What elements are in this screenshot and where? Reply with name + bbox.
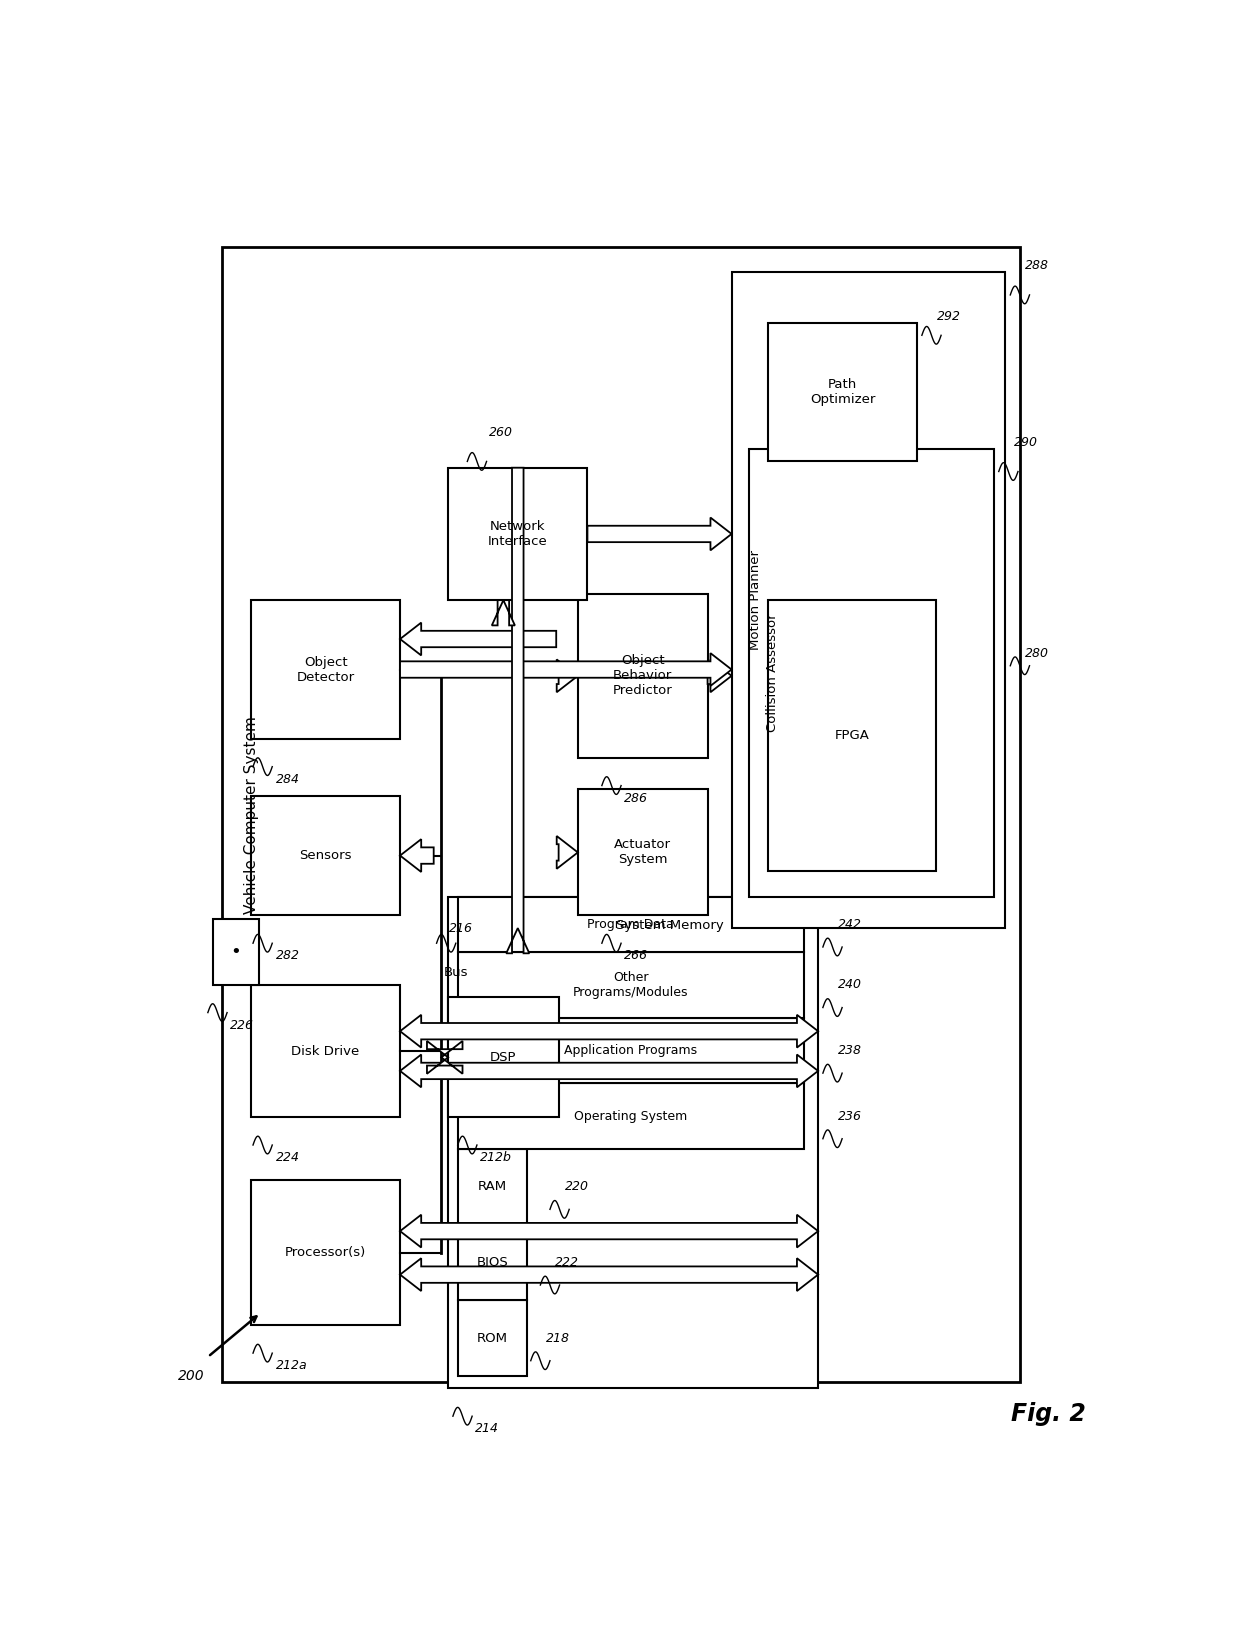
Polygon shape bbox=[708, 660, 732, 693]
Text: 238: 238 bbox=[838, 1043, 862, 1057]
FancyBboxPatch shape bbox=[250, 600, 401, 739]
FancyBboxPatch shape bbox=[250, 796, 401, 916]
Polygon shape bbox=[492, 600, 515, 626]
FancyBboxPatch shape bbox=[732, 272, 1006, 929]
Text: 286: 286 bbox=[624, 791, 647, 804]
FancyBboxPatch shape bbox=[768, 323, 918, 462]
Text: 266: 266 bbox=[624, 950, 647, 963]
Text: Application Programs: Application Programs bbox=[564, 1043, 697, 1057]
Polygon shape bbox=[506, 468, 529, 953]
FancyBboxPatch shape bbox=[458, 1301, 527, 1376]
Polygon shape bbox=[557, 835, 578, 868]
Text: •: • bbox=[231, 943, 241, 962]
Text: System Memory: System Memory bbox=[616, 919, 724, 932]
Text: Sensors: Sensors bbox=[299, 848, 352, 862]
Polygon shape bbox=[401, 1215, 818, 1248]
Text: 290: 290 bbox=[1013, 436, 1038, 449]
Text: 236: 236 bbox=[838, 1109, 862, 1122]
Text: 280: 280 bbox=[1025, 647, 1049, 660]
Text: Path
Optimizer: Path Optimizer bbox=[810, 378, 875, 406]
FancyBboxPatch shape bbox=[458, 1148, 527, 1225]
Text: BIOS: BIOS bbox=[476, 1256, 508, 1269]
Text: Other
Programs/Modules: Other Programs/Modules bbox=[573, 971, 688, 999]
Polygon shape bbox=[401, 1016, 818, 1048]
Polygon shape bbox=[401, 1055, 818, 1088]
Text: Processor(s): Processor(s) bbox=[285, 1247, 366, 1260]
Polygon shape bbox=[557, 660, 578, 693]
Text: Fig. 2: Fig. 2 bbox=[1012, 1402, 1086, 1425]
FancyBboxPatch shape bbox=[458, 1083, 804, 1148]
Polygon shape bbox=[427, 1042, 463, 1075]
Text: 226: 226 bbox=[229, 1019, 253, 1032]
Text: 282: 282 bbox=[275, 950, 300, 963]
Text: ROM: ROM bbox=[477, 1332, 508, 1345]
Text: 288: 288 bbox=[1025, 259, 1049, 272]
Text: 212b: 212b bbox=[480, 1152, 512, 1165]
FancyBboxPatch shape bbox=[448, 998, 558, 1117]
FancyBboxPatch shape bbox=[250, 1181, 401, 1325]
Polygon shape bbox=[401, 654, 732, 686]
Text: 216: 216 bbox=[449, 922, 472, 935]
Text: Actuator
System: Actuator System bbox=[614, 839, 671, 867]
Text: 224: 224 bbox=[275, 1152, 300, 1165]
Text: DSP: DSP bbox=[490, 1052, 517, 1063]
Text: 214: 214 bbox=[475, 1422, 498, 1435]
Text: 292: 292 bbox=[936, 310, 961, 323]
Text: Disk Drive: Disk Drive bbox=[291, 1045, 360, 1058]
Text: Vehicle Computer System: Vehicle Computer System bbox=[243, 716, 259, 914]
Text: 260: 260 bbox=[489, 426, 513, 439]
FancyBboxPatch shape bbox=[458, 896, 804, 952]
Text: Program Data: Program Data bbox=[588, 917, 675, 930]
FancyBboxPatch shape bbox=[749, 449, 994, 896]
Text: 242: 242 bbox=[838, 917, 862, 930]
FancyBboxPatch shape bbox=[448, 896, 818, 1389]
Text: Operating System: Operating System bbox=[574, 1109, 687, 1122]
Text: 220: 220 bbox=[565, 1179, 589, 1192]
Text: FPGA: FPGA bbox=[835, 729, 869, 742]
Text: Bus: Bus bbox=[444, 966, 467, 980]
FancyBboxPatch shape bbox=[458, 1225, 527, 1301]
Text: 218: 218 bbox=[546, 1332, 569, 1345]
Text: Collision Assessor: Collision Assessor bbox=[766, 613, 780, 732]
FancyBboxPatch shape bbox=[458, 1017, 804, 1083]
Text: 284: 284 bbox=[275, 773, 300, 786]
Text: 240: 240 bbox=[838, 978, 862, 991]
Text: RAM: RAM bbox=[477, 1179, 507, 1192]
FancyBboxPatch shape bbox=[250, 984, 401, 1117]
Text: Motion Planner: Motion Planner bbox=[749, 550, 763, 650]
FancyBboxPatch shape bbox=[222, 247, 1019, 1382]
Polygon shape bbox=[588, 518, 732, 550]
Text: Network
Interface: Network Interface bbox=[487, 519, 548, 549]
FancyBboxPatch shape bbox=[578, 790, 708, 916]
Text: Object
Behavior
Predictor: Object Behavior Predictor bbox=[613, 654, 672, 698]
FancyBboxPatch shape bbox=[768, 600, 936, 871]
Text: 200: 200 bbox=[179, 1369, 205, 1382]
Polygon shape bbox=[401, 1258, 818, 1291]
FancyBboxPatch shape bbox=[458, 952, 804, 1017]
FancyBboxPatch shape bbox=[448, 468, 588, 600]
Text: Object
Detector: Object Detector bbox=[296, 655, 355, 683]
Polygon shape bbox=[401, 839, 434, 871]
Text: 212a: 212a bbox=[275, 1360, 308, 1373]
FancyBboxPatch shape bbox=[578, 595, 708, 758]
Polygon shape bbox=[401, 622, 557, 655]
Text: 222: 222 bbox=[556, 1256, 579, 1269]
FancyBboxPatch shape bbox=[213, 919, 259, 984]
